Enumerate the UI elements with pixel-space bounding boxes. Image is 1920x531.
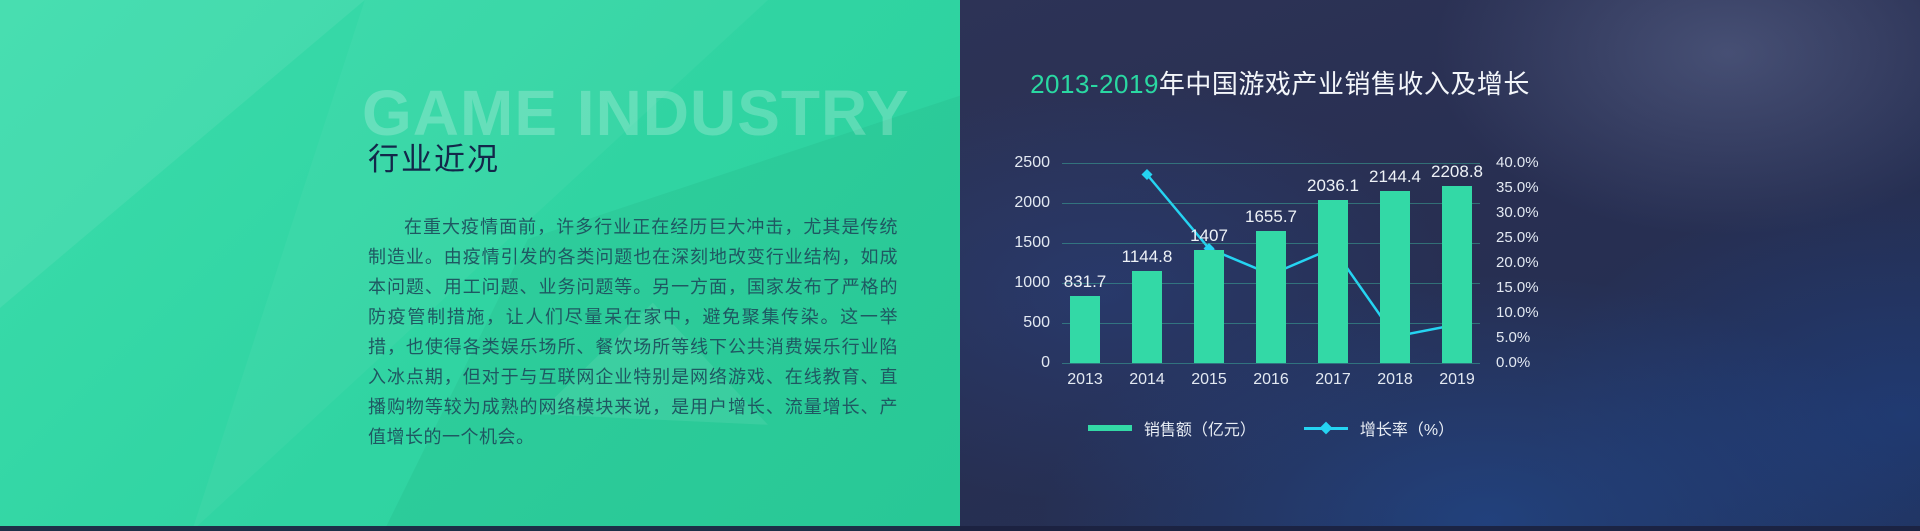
revenue-bar: [1442, 186, 1472, 363]
chart-title-years: 2013-2019: [1030, 69, 1159, 99]
revenue-bar: [1256, 230, 1286, 363]
x-axis-tick-label: 2018: [1377, 371, 1413, 388]
bar-value-label: 2208.8: [1431, 162, 1483, 182]
bar-value-label: 2036.1: [1307, 176, 1359, 196]
revenue-bar: [1070, 296, 1100, 363]
revenue-bar: [1318, 200, 1348, 363]
revenue-bar: [1132, 271, 1162, 363]
revenue-growth-chart: 0 500 1000 1500 2000 2500 0.0% 5.0% 10.0% 15.0% 20…: [960, 0, 1920, 531]
right-axis-tick-label: 10.0%: [1496, 304, 1539, 321]
chart-panel: 2013-2019年中国游戏产业销售收入及增长 0 500 1000 1500 2000…: [960, 0, 1920, 531]
watermark-text: GAME INDUSTRY: [362, 77, 910, 149]
right-axis-tick-label: 40.0%: [1496, 154, 1539, 171]
gridline: [1062, 363, 1480, 364]
x-axis-tick-label: 2013: [1067, 371, 1103, 388]
left-axis-tick-label: 0: [1041, 354, 1050, 371]
intro-paragraph: 在重大疫情面前，许多行业正在经历巨大冲击，尤其是传统制造业。由疫情引发的各类问题…: [368, 217, 898, 447]
revenue-bar: [1194, 250, 1224, 363]
bar-value-label: 1407: [1190, 226, 1228, 246]
legend-label-sales: 销售额（亿元）: [1143, 422, 1256, 439]
left-axis-tick-label: 2000: [1014, 194, 1050, 211]
intro-panel: GAME INDUSTRY 行业近况 在重大疫情面前，许多行业正在经历巨大冲击，…: [0, 0, 960, 531]
x-axis-tick-label: 2014: [1129, 371, 1165, 388]
left-axis-tick-label: 2500: [1014, 154, 1050, 171]
x-axis-tick-label: 2016: [1253, 371, 1289, 388]
legend-label-growth: 增长率（%）: [1359, 422, 1455, 439]
left-axis-tick-label: 1500: [1014, 234, 1050, 251]
chart-title-text: 年中国游戏产业销售收入及增长: [1158, 69, 1530, 99]
legend-item-sales: 销售额（亿元）: [1087, 416, 1256, 440]
chart-title: 2013-2019年中国游戏产业销售收入及增长: [1000, 64, 1560, 101]
x-axis-tick-label: 2015: [1191, 371, 1227, 388]
revenue-bar: [1380, 191, 1410, 363]
bar-value-label: 2144.4: [1369, 167, 1421, 187]
right-axis-tick-label: 5.0%: [1496, 329, 1531, 346]
chart-legend: 销售额（亿元） 增长率（%）: [1062, 416, 1480, 440]
right-axis-tick-label: 30.0%: [1496, 204, 1539, 221]
diamond-marker-icon: [1319, 421, 1333, 435]
gridline: [1062, 163, 1480, 164]
right-axis-tick-label: 0.0%: [1496, 354, 1531, 371]
gridline: [1062, 203, 1480, 204]
section-heading: 行业近况: [368, 142, 500, 177]
left-axis-tick-label: 1000: [1014, 274, 1050, 291]
bottom-edge-strip: [0, 526, 1920, 531]
bar-series-swatch: [1087, 425, 1132, 431]
bar-value-label: 831.7: [1063, 272, 1107, 292]
x-axis-tick-label: 2017: [1315, 371, 1351, 388]
right-axis-tick-label: 15.0%: [1496, 279, 1539, 296]
x-axis-tick-label: 2019: [1439, 371, 1475, 388]
right-axis-tick-label: 35.0%: [1496, 179, 1539, 196]
bar-value-label: 1144.8: [1121, 247, 1173, 267]
left-axis-tick-label: 500: [1023, 314, 1050, 331]
bar-value-label: 1655.7: [1245, 206, 1297, 226]
line-marker: [1141, 169, 1153, 180]
line-series-swatch: [1303, 421, 1348, 435]
right-axis-tick-label: 25.0%: [1496, 229, 1539, 246]
legend-item-growth: 增长率（%）: [1303, 416, 1455, 440]
right-axis-tick-label: 20.0%: [1496, 254, 1539, 271]
